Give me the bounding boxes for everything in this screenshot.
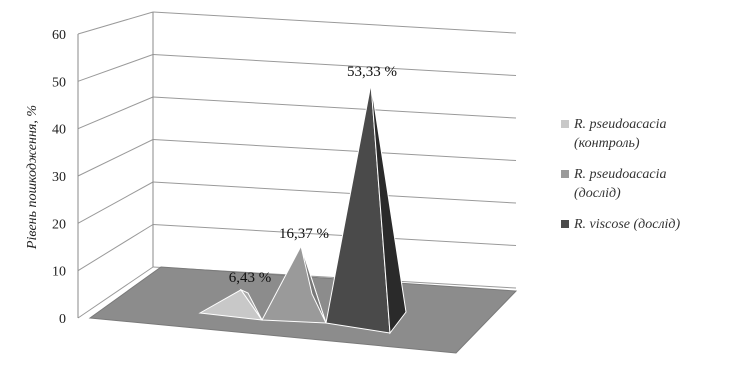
- gridline-back: [152, 54, 517, 77]
- data-label: 6,43 %: [229, 270, 272, 286]
- gridline-side: [77, 11, 154, 35]
- y-tick-label: 60: [52, 28, 66, 43]
- chart-walls: [77, 11, 517, 319]
- legend-swatch: [561, 170, 569, 178]
- data-labels: 6,43 % 16,37 % 53,33 %: [229, 64, 397, 286]
- legend-label: (контроль): [574, 136, 640, 151]
- y-axis-ticks: 0 10 20 30 40 50 60: [52, 28, 66, 327]
- gridline-side: [77, 224, 154, 272]
- data-label: 16,37 %: [279, 226, 329, 242]
- legend-label: R. viscose (дослід): [573, 217, 681, 232]
- legend-swatch: [561, 220, 569, 228]
- gridline-back: [152, 11, 517, 34]
- legend-swatch: [561, 120, 569, 128]
- bar-pyramid-side: [300, 246, 327, 324]
- gridline-back: [152, 139, 517, 162]
- y-tick-label: 0: [59, 312, 66, 327]
- y-tick-label: 30: [52, 170, 66, 185]
- data-label: 53,33 %: [347, 64, 397, 80]
- bar-pyramid-side: [370, 83, 407, 335]
- y-tick-label: 50: [52, 75, 66, 90]
- gridline-side: [77, 139, 154, 177]
- chart-bars: [198, 83, 407, 335]
- gridline-back: [152, 224, 517, 247]
- y-tick-label: 20: [52, 217, 66, 232]
- legend: R. pseudoacacia (контроль) R. pseudoacacia…: [561, 117, 681, 232]
- gridline-side: [77, 266, 154, 319]
- bar-pyramid-side: [239, 288, 263, 321]
- legend-label: R. pseudoacacia: [573, 117, 667, 132]
- y-axis-label: Рівень пошкодження, %: [25, 105, 40, 250]
- gridline-side: [77, 54, 154, 82]
- gridline-back: [152, 181, 517, 204]
- y-tick-label: 10: [52, 265, 66, 280]
- y-tick-label: 40: [52, 123, 66, 138]
- legend-label: (дослід): [574, 186, 621, 201]
- legend-label: R. pseudoacacia: [573, 167, 667, 182]
- gridline-side: [77, 181, 154, 224]
- gridline-back: [152, 96, 517, 119]
- gridline-side: [77, 96, 154, 130]
